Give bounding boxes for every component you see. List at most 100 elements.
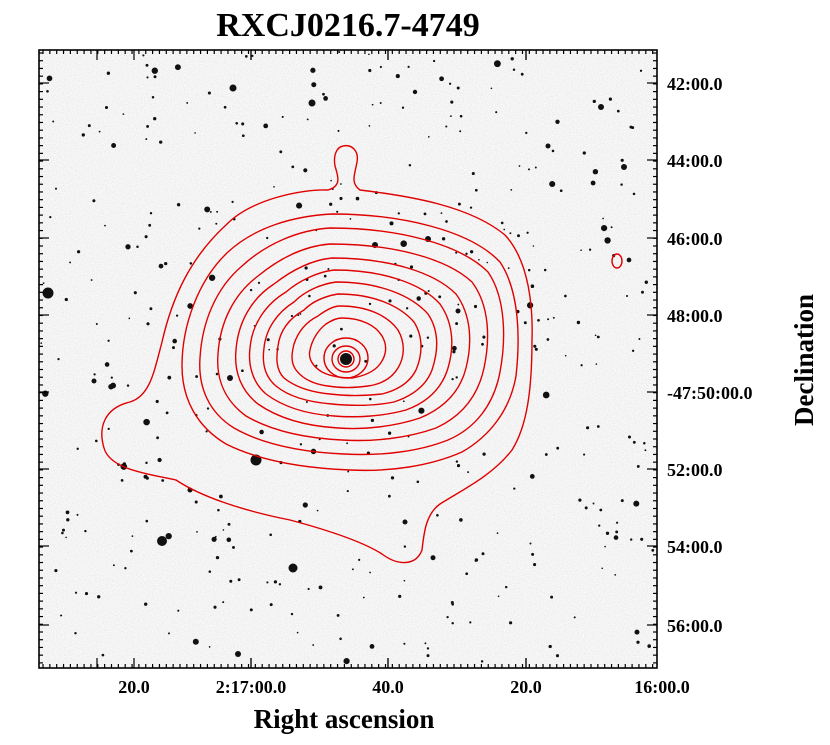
star [278, 583, 282, 586]
star [549, 180, 556, 188]
bright-source [308, 99, 316, 107]
star [495, 63, 500, 68]
star [122, 462, 126, 466]
star [550, 595, 554, 599]
star [630, 538, 633, 541]
star [588, 248, 592, 251]
star [592, 502, 595, 505]
star [52, 120, 55, 123]
star [583, 453, 586, 456]
star [46, 89, 49, 93]
star [548, 644, 552, 649]
star [594, 334, 597, 337]
star [148, 223, 152, 227]
star [439, 76, 444, 82]
star [340, 327, 343, 331]
y-tick-label: 56:00.0 [667, 616, 723, 636]
star [273, 580, 278, 584]
star [641, 290, 644, 294]
star [552, 316, 555, 319]
star [613, 535, 619, 540]
star [337, 129, 340, 132]
star [544, 453, 548, 456]
star [379, 65, 382, 69]
star [107, 339, 110, 342]
star [529, 542, 532, 545]
contour-layer [101, 144, 623, 564]
star [474, 558, 479, 562]
bright-source [598, 104, 604, 110]
star [427, 136, 430, 138]
star [651, 548, 655, 552]
star [427, 290, 430, 292]
star [601, 225, 608, 232]
star [465, 252, 468, 255]
star [457, 202, 461, 206]
star [339, 637, 342, 641]
star [362, 596, 365, 599]
star [504, 585, 508, 589]
contour-level-10 [308, 317, 387, 379]
star [340, 183, 342, 185]
star [526, 231, 529, 234]
star [482, 335, 486, 339]
star [564, 354, 567, 357]
star [69, 261, 72, 264]
star [513, 487, 516, 490]
star [97, 595, 101, 599]
star [371, 103, 374, 106]
bright-source [340, 353, 352, 365]
star [416, 296, 421, 301]
star [61, 531, 64, 535]
star [400, 240, 407, 247]
star [409, 334, 413, 338]
star [555, 119, 560, 124]
star [142, 54, 145, 57]
contour-level-7 [262, 281, 438, 407]
y-tick-label: 52:00.0 [667, 460, 723, 480]
star [336, 613, 340, 617]
star [397, 212, 400, 215]
star [336, 210, 339, 213]
star [616, 521, 619, 524]
star [496, 532, 499, 534]
star [195, 375, 199, 378]
star [452, 350, 456, 354]
star [130, 549, 133, 553]
star [347, 470, 350, 473]
star [620, 183, 623, 186]
star [445, 125, 448, 128]
star [531, 552, 535, 556]
star [405, 307, 409, 310]
star [76, 250, 81, 254]
star [145, 461, 148, 465]
star [237, 578, 241, 582]
bright-source [157, 536, 167, 546]
star [616, 109, 620, 113]
star [455, 322, 459, 326]
star [329, 202, 333, 206]
star [500, 221, 504, 225]
contour-level-6 [248, 269, 453, 418]
star [217, 508, 220, 512]
star [599, 508, 603, 512]
star [346, 490, 349, 493]
star [379, 102, 382, 104]
star [482, 452, 486, 456]
star [222, 529, 225, 531]
star [296, 631, 299, 634]
star [189, 262, 193, 265]
star [249, 608, 253, 612]
star [423, 212, 427, 216]
star [46, 75, 53, 82]
star [95, 322, 98, 326]
axis-ticks [39, 50, 657, 668]
star [198, 227, 201, 230]
star [194, 500, 198, 504]
star [214, 535, 217, 538]
x-tick-label: 40.0 [372, 677, 404, 697]
star [229, 579, 233, 583]
star [131, 535, 134, 537]
star [412, 89, 418, 95]
star [632, 192, 636, 196]
